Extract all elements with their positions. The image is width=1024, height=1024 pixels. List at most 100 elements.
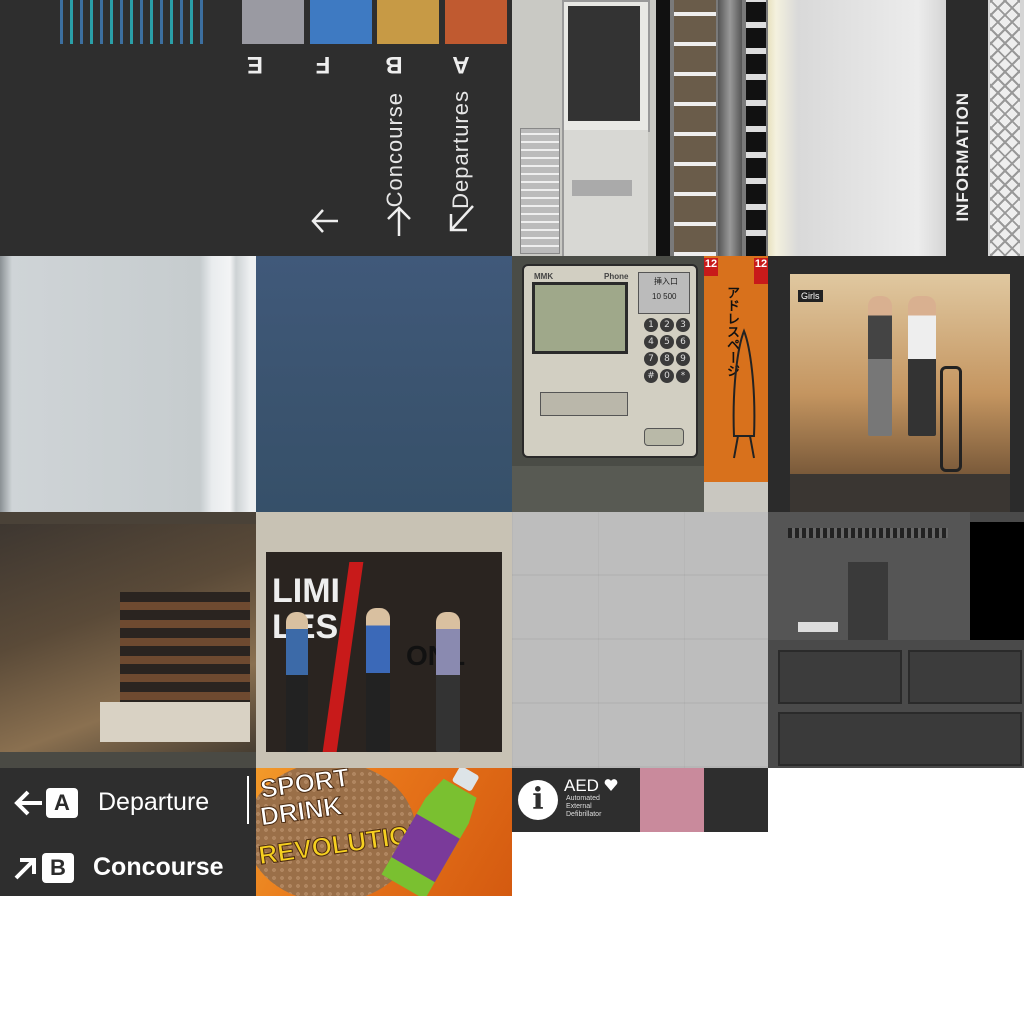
arrow-diagonal-icon xyxy=(449,205,474,232)
departure-label: Departure xyxy=(98,788,210,816)
payphone-coin-slot xyxy=(638,272,690,314)
color-stripes xyxy=(60,0,206,44)
pink-swatch xyxy=(640,768,704,832)
shelving-texture xyxy=(656,0,768,256)
aed-line-3: Defibrillator xyxy=(566,811,602,818)
monitor-vent-holes xyxy=(788,528,948,538)
payphone-coins: 10 500 xyxy=(652,292,677,301)
letter-f: F xyxy=(315,51,331,78)
key-9[interactable]: 9 xyxy=(676,352,690,366)
aed-sign: i AED Automated External Defibrillator xyxy=(512,768,640,832)
sport-drink-ad: SPORT DRINK REVOLUTION! xyxy=(256,768,512,896)
arrow-up-icon xyxy=(387,206,411,236)
mannequin-left xyxy=(868,296,892,436)
vertical-direction-sign: E F B A Concourse Departures xyxy=(0,0,512,256)
key-6[interactable]: 6 xyxy=(676,335,690,349)
monitor-black-panel xyxy=(970,522,1024,640)
concrete-texture xyxy=(512,512,768,768)
poster-number-left: 12 xyxy=(704,258,718,276)
blue-wall-texture xyxy=(256,256,512,512)
arrow-diagonal-icon xyxy=(14,858,36,880)
departures-label: Departures xyxy=(448,90,473,209)
shoe-shelves xyxy=(120,592,250,702)
letter-a: A xyxy=(452,51,470,78)
heart-icon xyxy=(604,779,618,791)
shop-floor xyxy=(790,474,1010,512)
payphone-return-button[interactable] xyxy=(644,428,684,446)
aed-title: AED xyxy=(564,776,599,795)
information-banner: INFORMATION xyxy=(768,0,1024,256)
payphone-phone-label: Phone xyxy=(604,272,629,281)
mannequin-right xyxy=(908,296,936,436)
shop-entrance: Girls xyxy=(768,256,1024,512)
payphone-coin-label: 挿入口 xyxy=(654,277,678,286)
shoe-store-window xyxy=(0,512,256,768)
key-7[interactable]: 7 xyxy=(644,352,658,366)
window-sill xyxy=(0,752,256,768)
shelf-post xyxy=(718,0,742,256)
payphone-base xyxy=(512,466,704,512)
security-gate xyxy=(940,366,962,472)
arrow-left-icon xyxy=(311,209,338,233)
concourse-letter-badge: B xyxy=(42,853,74,883)
poster-title: アドレスページ xyxy=(724,286,739,377)
information-label: INFORMATION xyxy=(953,92,972,222)
shelf-side xyxy=(746,0,766,256)
arrow-left-icon xyxy=(14,790,42,816)
poster-number-right: 12 xyxy=(754,258,768,284)
payphone-screen xyxy=(532,282,628,354)
window-frame-top xyxy=(0,512,256,524)
departure-letter-badge: A xyxy=(46,788,78,818)
shelf-grid xyxy=(674,0,716,256)
mannequin-3 xyxy=(436,612,460,752)
monitor-back-texture xyxy=(768,512,1024,768)
fashion-window: LIMI LES ONL xyxy=(256,512,512,768)
key-0[interactable]: 0 xyxy=(660,369,674,383)
key-1[interactable]: 1 xyxy=(644,318,658,332)
poster-figure-icon xyxy=(732,328,756,459)
metal-panel-1 xyxy=(778,650,902,704)
metal-door-texture xyxy=(0,256,256,512)
letter-e: E xyxy=(247,51,264,78)
aed-line-2: External xyxy=(566,803,592,810)
key-2[interactable]: 2 xyxy=(660,318,674,332)
aed-line-1: Automated xyxy=(566,795,600,802)
monitor-label xyxy=(798,622,838,632)
truss xyxy=(990,0,1020,256)
key-3[interactable]: 3 xyxy=(676,318,690,332)
keyboard xyxy=(520,128,560,254)
drink-bottle-icon xyxy=(381,768,479,896)
dark-swatch xyxy=(704,768,768,832)
swatch-e xyxy=(242,0,304,44)
key-4[interactable]: 4 xyxy=(644,335,658,349)
key-5[interactable]: 5 xyxy=(660,335,674,349)
concourse-label: Concourse xyxy=(93,853,224,881)
ticket-machine-texture xyxy=(512,0,656,256)
mannequin-2 xyxy=(366,608,390,752)
shop-interior xyxy=(790,274,1010,474)
sign-divider xyxy=(247,776,249,824)
machine-slot xyxy=(572,180,632,196)
swatch-b xyxy=(377,0,439,44)
display-plinth xyxy=(100,702,250,742)
payphone-brand: MMK xyxy=(534,272,554,281)
info-icon: i xyxy=(518,780,558,820)
address-poster: 12 12 アドレスページ xyxy=(704,256,768,512)
shelf-column xyxy=(656,0,670,256)
metal-panel-3 xyxy=(778,712,1022,766)
information-panel xyxy=(946,0,988,256)
shop-sign: Girls xyxy=(798,290,823,302)
letter-b: B xyxy=(385,51,403,78)
key-hash[interactable]: # xyxy=(644,369,658,383)
swatch-a xyxy=(445,0,507,44)
monitor-stand xyxy=(848,562,888,640)
metal-panel-2 xyxy=(908,650,1022,704)
key-8[interactable]: 8 xyxy=(660,352,674,366)
payphone-keypad[interactable]: 1 2 3 4 5 6 7 8 9 # 0 * xyxy=(644,318,692,408)
mannequin-1 xyxy=(286,612,308,752)
payphone-card-slot xyxy=(540,392,628,416)
concourse-label: Concourse xyxy=(382,92,407,208)
machine-screen xyxy=(568,6,640,121)
key-star[interactable]: * xyxy=(676,369,690,383)
direction-sign: A Departure B Concourse xyxy=(0,768,256,896)
